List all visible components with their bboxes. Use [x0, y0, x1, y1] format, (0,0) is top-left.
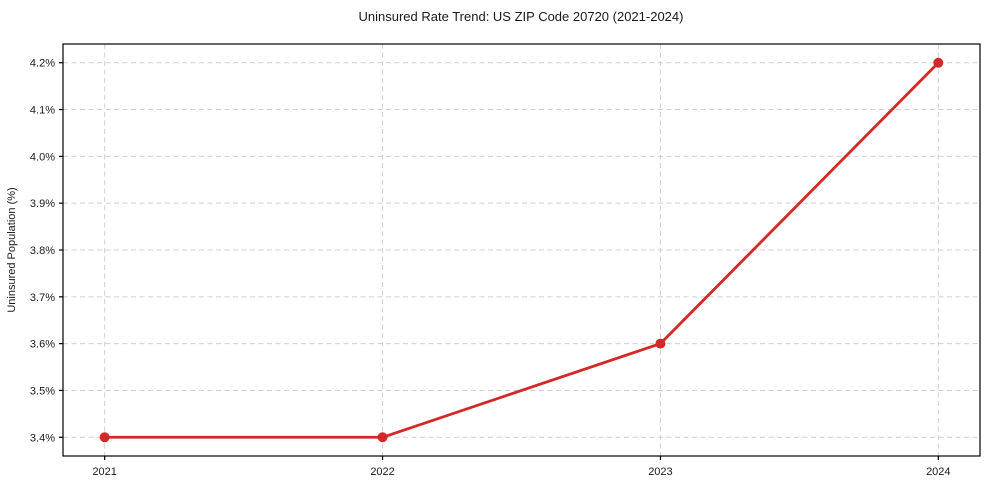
- x-tick-label: 2024: [926, 466, 950, 478]
- chart-title: Uninsured Rate Trend: US ZIP Code 20720 …: [359, 9, 684, 24]
- y-tick-label: 3.7%: [30, 292, 55, 304]
- y-tick-label: 4.1%: [30, 105, 55, 117]
- y-axis-label: Uninsured Population (%): [6, 187, 18, 312]
- y-tick-label: 3.4%: [30, 432, 55, 444]
- data-point-marker: [99, 432, 110, 443]
- data-point-marker: [377, 432, 388, 443]
- y-tick-label: 3.5%: [30, 385, 55, 397]
- y-tick-label: 3.6%: [30, 339, 55, 351]
- y-tick-label: 3.9%: [30, 198, 55, 210]
- plot-area: 2021 2022 2023 2024 3.4% 3.5% 3.6% 3.7% 3.8% 3.9%…: [30, 43, 981, 478]
- x-tick-label: 2023: [648, 466, 672, 478]
- x-tick-label: 2022: [370, 466, 394, 478]
- data-point-marker: [933, 57, 944, 68]
- y-tick-label: 4.0%: [30, 151, 55, 163]
- trend-line: [103, 61, 940, 439]
- y-tick-label: 4.2%: [30, 58, 55, 70]
- y-tick-label: 3.8%: [30, 245, 55, 257]
- data-point-marker: [655, 338, 666, 349]
- x-tick-label: 2021: [92, 466, 116, 478]
